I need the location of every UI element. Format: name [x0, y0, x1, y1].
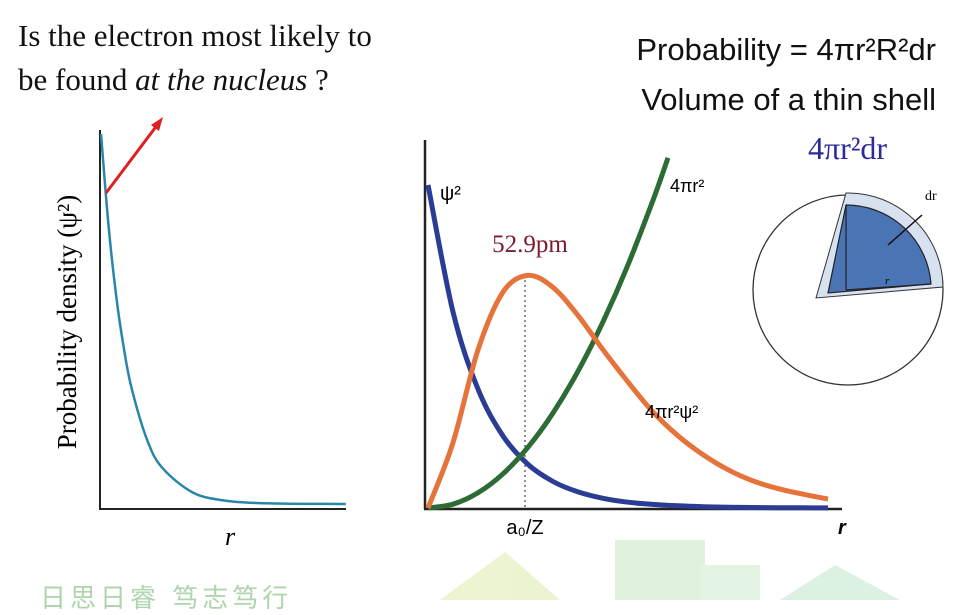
left-x-label: r	[225, 522, 236, 551]
series-radial-distribution	[425, 272, 829, 509]
series-4pi-r2	[427, 156, 671, 511]
r-label: r	[885, 275, 890, 287]
dr-arrow	[887, 214, 923, 246]
red-arrow-head	[151, 117, 163, 131]
shell-volume-caption: Volume of a thin shell	[641, 82, 936, 117]
red-arrow-shaft	[104, 123, 160, 194]
a0-tick-label: a₀/Z	[506, 517, 543, 539]
left-chart: r Probability density (ψ²)	[52, 117, 346, 551]
peak-value-label: 52.9pm	[492, 231, 568, 258]
right-chart: ψ² 4πr² 4πr²ψ² 52.9pm a₀/Z r	[423, 140, 847, 539]
sphere-shell-diagram: dr r	[752, 189, 944, 386]
slide-graphics: r Probability density (ψ²) ψ² 4πr² 4πr²ψ…	[52, 117, 944, 600]
series-psi2	[425, 184, 829, 511]
q-text-b: ?	[307, 62, 329, 97]
probability-formula: Probability = 4πr²R²dr	[636, 32, 936, 67]
shell-volume-formula: 4πr²dr	[808, 130, 888, 166]
left-y-label: Probability density (ψ²)	[52, 195, 82, 449]
question-line-2: be found at the nucleus ?	[18, 62, 329, 98]
q-text-a: be found	[18, 62, 136, 97]
r2-label: 4πr²	[670, 176, 704, 196]
inner-sphere-section	[827, 204, 932, 294]
building-watermark	[440, 540, 900, 600]
question-line-1: Is the electron most likely to	[18, 18, 372, 53]
q-emphasis: at the nucleus	[135, 62, 308, 97]
right-x-label: r	[838, 517, 847, 539]
radial-label: 4πr²ψ²	[645, 402, 698, 422]
left-series-psi2	[99, 133, 346, 506]
dr-label: dr	[925, 189, 937, 204]
psi2-label: ψ²	[440, 183, 461, 205]
